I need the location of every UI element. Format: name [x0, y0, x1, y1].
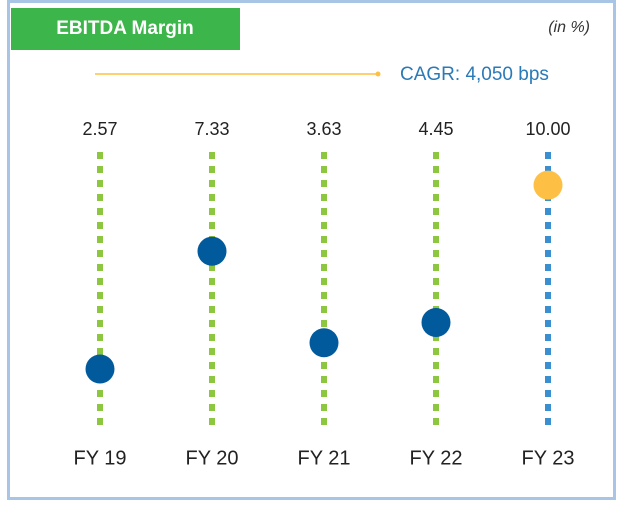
x-tick-label: FY 22: [410, 447, 463, 469]
value-label: 2.57: [82, 119, 117, 139]
chart-title: EBITDA Margin: [56, 18, 194, 39]
value-label: 4.45: [418, 119, 453, 139]
cagr-dot: [375, 71, 381, 77]
point: [533, 170, 563, 200]
value-label: 10.00: [525, 119, 570, 139]
point: [85, 354, 115, 384]
point: [197, 236, 227, 266]
value-label: 7.33: [194, 119, 229, 139]
point: [421, 307, 451, 337]
value-label: 3.63: [306, 119, 341, 139]
frame: [7, 0, 616, 500]
x-tick-label: FY 21: [298, 447, 351, 469]
x-tick-label: FY 23: [522, 447, 575, 469]
x-tick-label: FY 20: [186, 447, 239, 469]
subtitle: (in %): [548, 19, 590, 36]
title-box: [11, 8, 240, 50]
point: [309, 328, 339, 358]
annotation: CAGR: 4,050 bps: [400, 64, 549, 85]
x-tick-label: FY 19: [74, 447, 127, 469]
